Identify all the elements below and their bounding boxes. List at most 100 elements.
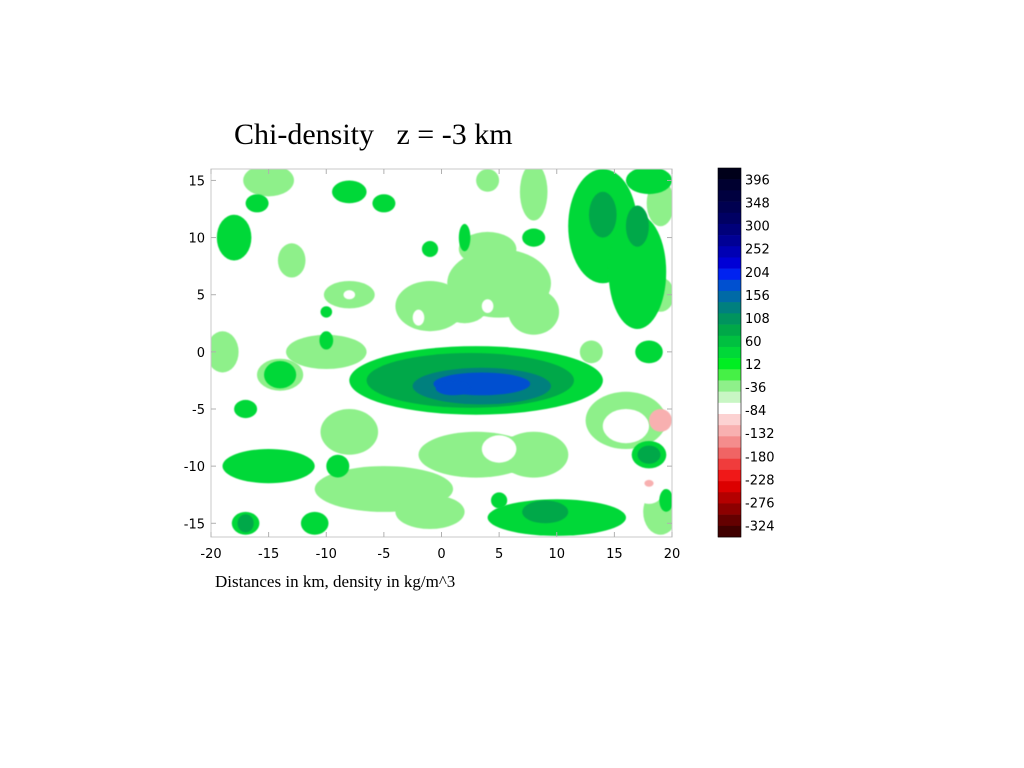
colorbar-swatch (718, 212, 741, 225)
colorbar-swatch (718, 201, 741, 214)
positive-anomaly-region (435, 381, 471, 396)
y-tick-label: 0 (197, 346, 205, 361)
negative-anomaly-region (211, 331, 239, 373)
x-tick-label: -20 (200, 547, 221, 562)
colorbar-label: 60 (745, 335, 762, 350)
positive-anomaly-region (637, 445, 661, 464)
negative-anomaly-region (395, 494, 465, 529)
x-tick-label: 15 (606, 547, 623, 562)
colorbar-swatch (718, 469, 741, 482)
colorbar-label: -276 (745, 496, 775, 511)
colorbar-label: 108 (745, 312, 770, 327)
colorbar-swatch (718, 257, 741, 269)
negative-anomaly-region (320, 409, 379, 455)
x-tick-label: 10 (548, 547, 565, 562)
negative-anomaly-region (343, 290, 356, 300)
axis-caption: Distances in km, density in kg/m^3 (215, 572, 456, 591)
negative-anomaly-region (634, 474, 664, 504)
negative-anomaly-region (441, 289, 488, 324)
negative-anomaly-region (481, 435, 517, 463)
positive-anomaly-region (319, 331, 334, 350)
x-tick-label: 0 (437, 547, 445, 562)
x-axis: -20 -15 -10 -5 0 5 10 15 20 (200, 169, 680, 562)
x-tick-label: -10 (316, 547, 337, 562)
colorbar-label: 300 (745, 220, 770, 235)
colorbar-label: -180 (745, 450, 775, 465)
colorbar-label: 348 (745, 197, 770, 212)
positive-anomaly-region (300, 511, 329, 535)
positive-anomaly-region (589, 191, 617, 238)
colorbar-swatch (718, 358, 741, 370)
colorbar-label: -324 (745, 520, 775, 535)
negative-anomaly-region (476, 169, 500, 192)
negative-anomaly-region (644, 479, 654, 487)
y-tick-label: -10 (184, 460, 205, 475)
colorbar-swatch (718, 324, 741, 337)
positive-anomaly-region (237, 514, 254, 533)
positive-anomaly-region (320, 306, 333, 318)
negative-anomaly-region (579, 340, 603, 364)
negative-anomaly-region (481, 299, 494, 313)
positive-anomaly-region (522, 500, 569, 524)
colorbar-label: -36 (745, 381, 766, 396)
negative-anomaly-region (499, 431, 569, 478)
negative-anomaly-region (286, 334, 367, 369)
colorbar-swatch (718, 279, 741, 292)
y-axis: 15 10 5 0 -5 -10 -15 (184, 174, 672, 532)
colorbar-swatch (718, 514, 741, 527)
negative-anomaly-region (243, 169, 294, 197)
colorbar-swatch (718, 447, 741, 460)
y-tick-label: 5 (197, 289, 205, 304)
negative-anomaly-region (519, 169, 548, 221)
colorbar-label: -228 (745, 473, 775, 488)
negative-anomaly-region (602, 409, 650, 444)
negative-anomaly-region (458, 231, 517, 267)
positive-anomaly-region (608, 214, 667, 329)
positive-anomaly-region (264, 361, 297, 389)
colorbar-swatch (718, 503, 741, 515)
y-tick-label: 15 (188, 174, 205, 189)
colorbar-swatch (718, 168, 741, 180)
negative-anomaly-region (395, 281, 465, 332)
colorbar-label: 12 (745, 358, 762, 373)
colorbar-swatch (718, 235, 741, 247)
positive-anomaly-region (216, 214, 252, 261)
negative-anomaly-region (508, 289, 560, 335)
x-tick-label: -5 (377, 547, 390, 562)
colorbar-swatch (718, 268, 741, 281)
x-tick-label: 5 (495, 547, 503, 562)
positive-anomaly-region (625, 205, 649, 247)
colorbar-swatch (718, 313, 741, 325)
positive-anomaly-region (635, 340, 663, 364)
positive-anomaly-region (372, 194, 396, 213)
colorbar-frame (717, 167, 742, 538)
colorbar-swatch (718, 458, 741, 471)
negative-anomaly-region (412, 309, 425, 326)
positive-anomaly-region (421, 241, 439, 257)
colorbar-swatch (718, 525, 741, 538)
positive-anomaly-region (522, 228, 546, 247)
colorbar-swatch (718, 425, 741, 437)
colorbar-swatch (718, 246, 741, 258)
colorbar-swatch (718, 223, 741, 236)
positive-anomaly-region (659, 489, 672, 512)
colorbar-swatch (718, 302, 741, 314)
colorbar-swatch (718, 436, 741, 448)
colorbar-label: -84 (745, 404, 766, 419)
contour-regions (211, 169, 672, 536)
positive-anomaly-region (458, 223, 471, 252)
positive-anomaly-region (332, 180, 367, 204)
colorbar-swatch (718, 335, 741, 348)
colorbar-swatch (718, 380, 741, 392)
colorbar-swatch (718, 391, 741, 404)
colorbar-label: 396 (745, 174, 770, 189)
x-tick-label: 20 (664, 547, 681, 562)
colorbar-label: 252 (745, 243, 770, 258)
colorbar-swatch (718, 179, 741, 191)
negative-anomaly-region (649, 409, 672, 432)
y-tick-label: -5 (192, 403, 205, 418)
positive-anomaly-region (234, 399, 258, 419)
colorbar-swatch (718, 190, 741, 202)
positive-anomaly-region (326, 454, 350, 478)
